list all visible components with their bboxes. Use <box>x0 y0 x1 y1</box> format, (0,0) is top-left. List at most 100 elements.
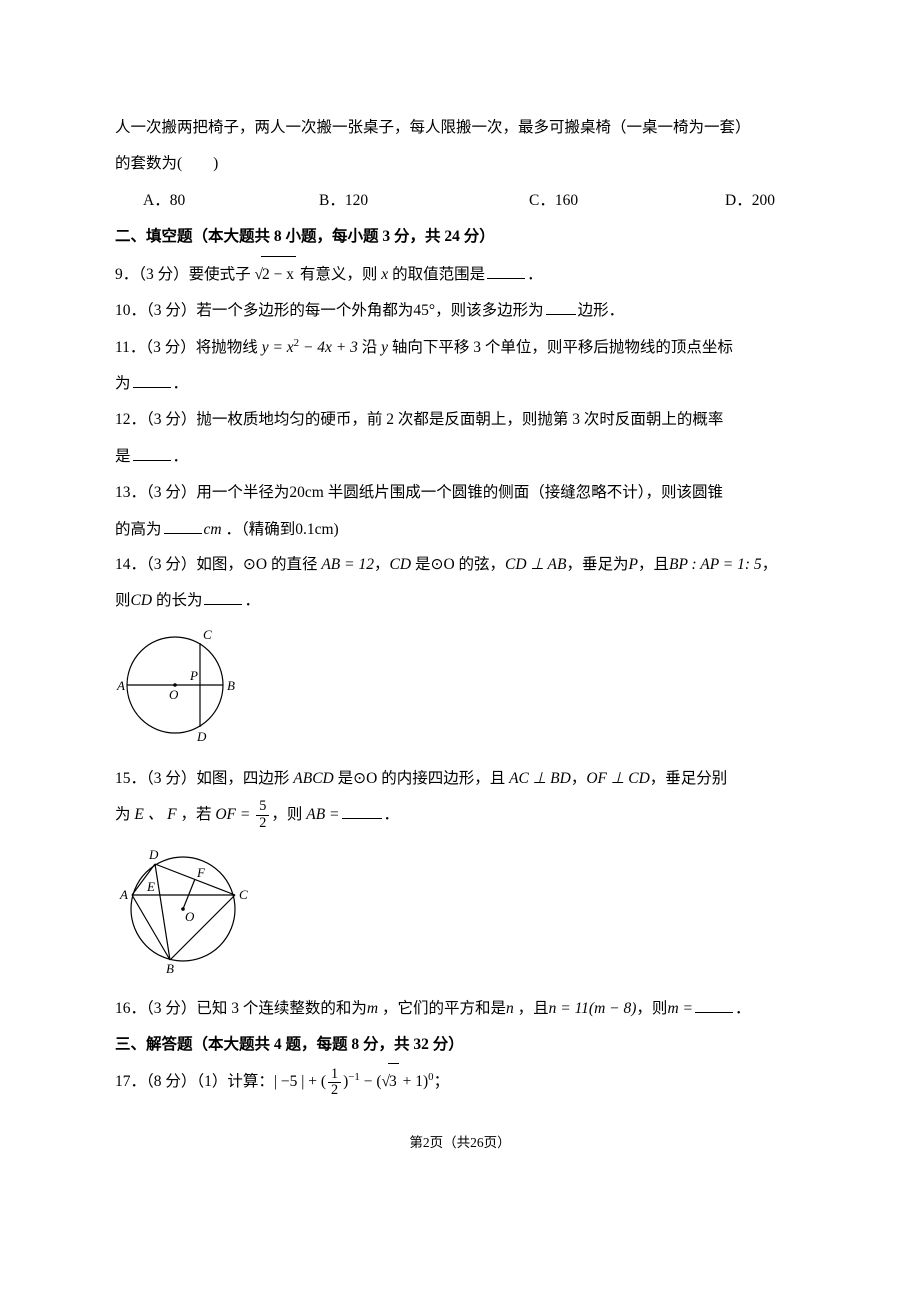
q11-eq: y = x <box>262 339 294 356</box>
blank-fill <box>487 264 525 279</box>
q17-exp1: −1 <box>348 1071 360 1083</box>
q14-line2: 则CD 的长为． <box>115 583 805 619</box>
q14-ratio: BP : AP = 1: 5 <box>669 556 762 573</box>
q17-pre: 17．（8 分）（1）计算： <box>115 1073 274 1090</box>
q15-end: ． <box>384 806 400 823</box>
q15-l2pre: 为 <box>115 806 131 823</box>
fig15-B: B <box>166 961 174 974</box>
q16-eq: n = 11(m − 8) <box>549 1000 637 1017</box>
q15-mid5: ，若 <box>180 806 211 823</box>
fig15-F: F <box>196 865 206 880</box>
q17-sqrt: 3 <box>388 1063 399 1100</box>
q9-post: 的取值范围是 <box>392 266 485 283</box>
q17-frac-den: 2 <box>328 1082 341 1099</box>
q11-end: ． <box>173 375 189 392</box>
q15-mid1: 是 <box>338 770 354 787</box>
q11-pre: 11．（3 分）将抛物线 <box>115 339 258 356</box>
q15-mid4: ，垂足分别 <box>650 770 728 787</box>
footer-page: 2 <box>423 1135 430 1150</box>
q16-pre: 16．（3 分）已知 3 个连续整数的和为 <box>115 1000 367 1017</box>
q11-mid: 沿 <box>362 339 378 356</box>
q16-mid2: ，且 <box>518 1000 549 1017</box>
figure-q15: A B C D E F O <box>115 839 805 988</box>
q10-deg: 45° <box>413 302 435 319</box>
q13-line1: 13．（3 分）用一个半径为20cm 半圆纸片围成一个圆锥的侧面（接缝忽略不计）… <box>115 475 805 511</box>
fraction-icon: 12 <box>328 1067 341 1099</box>
fig15-C: C <box>239 887 248 902</box>
q11-axis: y <box>381 339 388 356</box>
q13-r: 20cm <box>289 484 323 501</box>
q14-perp: CD ⊥ AB <box>505 556 566 573</box>
q15-perp1: AC ⊥ BD <box>509 770 571 787</box>
q8-line1: 人一次搬两把椅子，两人一次搬一张桌子，每人限搬一次，最多可搬桌椅（一桌一椅为一套… <box>115 110 805 146</box>
q8-line2: 的套数为( ) <box>115 146 805 182</box>
q15-frac-den: 2 <box>256 815 269 832</box>
q13-mid: 半圆纸片围成一个圆锥的侧面（接缝忽略不计），则该圆锥 <box>328 484 723 501</box>
q13-pre: 13．（3 分）用一个半径为 <box>115 484 289 501</box>
footer-pre: 第 <box>409 1135 423 1150</box>
q14-pre: 14．（3 分）如图， <box>115 556 243 573</box>
q16: 16．（3 分）已知 3 个连续整数的和为m ，它们的平方和是n ，且n = 1… <box>115 991 805 1027</box>
q14-cd2: CD <box>131 592 153 609</box>
q17-mid2: − ( <box>360 1073 382 1090</box>
sqrt-icon: 3 <box>382 1063 399 1100</box>
q10-post: 边形． <box>578 302 625 319</box>
fig15-D: D <box>148 847 159 862</box>
fig14-C: C <box>203 627 212 642</box>
q14-mid7: ， <box>762 556 778 573</box>
q15-mid2: 的内接四边形，且 <box>381 770 505 787</box>
q17: 17．（8 分）（1）计算：| −5 | + (12)−1 − (3 + 1)0… <box>115 1063 805 1100</box>
footer-post: 页） <box>484 1135 511 1150</box>
q16-end: ． <box>735 1000 751 1017</box>
q10: 10．（3 分）若一个多边形的每一个外角都为45°，则该多边形为边形． <box>115 293 805 329</box>
blank-fill <box>204 590 242 605</box>
q8-opt-c: C．160 <box>529 183 725 219</box>
q14-mid6: ，且 <box>638 556 669 573</box>
q13-prec: 0.1cm) <box>295 521 338 538</box>
q15-line2: 为 E 、 F ，若 OF = 52，则 AB =． <box>115 797 805 833</box>
section3-title: 三、解答题（本大题共 4 题，每题 8 分，共 32 分） <box>115 1027 805 1063</box>
sqrt-icon: 2 − x <box>255 256 297 293</box>
figure-q14: A B C D O P <box>115 625 805 759</box>
q15-pre: 15．（3 分）如图，四边形 <box>115 770 289 787</box>
footer-total: 26 <box>470 1135 484 1150</box>
q16-mid1: ，它们的平方和是 <box>382 1000 506 1017</box>
q16-m2: m = <box>667 1000 693 1017</box>
footer-mid: 页（共 <box>430 1135 471 1150</box>
section2-title: 二、填空题（本大题共 8 小题，每小题 3 分，共 24 分） <box>115 219 805 255</box>
q11-eq2: − 4x + 3 <box>299 339 358 356</box>
q16-mid3: ，则 <box>636 1000 667 1017</box>
q17-mid3: + 1) <box>399 1073 428 1090</box>
q9-var: x <box>381 266 388 283</box>
q10-pre: 10．（3 分）若一个多边形的每一个外角都为 <box>115 302 413 319</box>
q17-abs: | −5 | + ( <box>274 1073 326 1090</box>
blank-fill <box>546 300 576 315</box>
blank-fill <box>342 804 382 819</box>
q12-end: ． <box>173 448 189 465</box>
q14-circ2: ⊙O <box>430 556 454 573</box>
q16-n: n <box>506 1000 514 1017</box>
q16-m: m <box>367 1000 378 1017</box>
q15-mid6: ，则 <box>271 806 302 823</box>
q15-of: OF = <box>215 806 250 823</box>
q15-ef: E 、 F <box>134 806 180 823</box>
q12-l2pre: 是 <box>115 448 131 465</box>
q14-mid2: ， <box>374 556 390 573</box>
fig14-P: P <box>189 668 198 683</box>
q14-line1: 14．（3 分）如图，⊙O 的直径 AB = 12，CD 是⊙O 的弦，CD ⊥… <box>115 548 805 583</box>
q9-sqrt-inner: 2 − x <box>261 256 296 293</box>
q13-mid2: ．（精确到 <box>225 521 295 538</box>
q14-l2pre: 则 <box>115 592 131 609</box>
q8-opt-a: A．80 <box>143 183 319 219</box>
q9-pre: 9．（3 分）要使式子 <box>115 266 251 283</box>
fraction-icon: 52 <box>256 799 269 831</box>
q14-mid5: ，垂足为 <box>566 556 628 573</box>
q11-mid2: 轴向下平移 3 个单位，则平移后抛物线的顶点坐标 <box>392 339 733 356</box>
q14-cd: CD <box>390 556 412 573</box>
q9-end: ． <box>527 266 543 283</box>
q8-options: A．80 B．120 C．160 D．200 <box>115 183 805 219</box>
blank-fill <box>133 373 171 388</box>
q13-unit: cm <box>204 521 222 538</box>
q12-line1: 12．（3 分）抛一枚质地均匀的硬币，前 2 次都是反面朝上，则抛第 3 次时反… <box>115 402 805 438</box>
q14-end: ． <box>244 592 260 609</box>
